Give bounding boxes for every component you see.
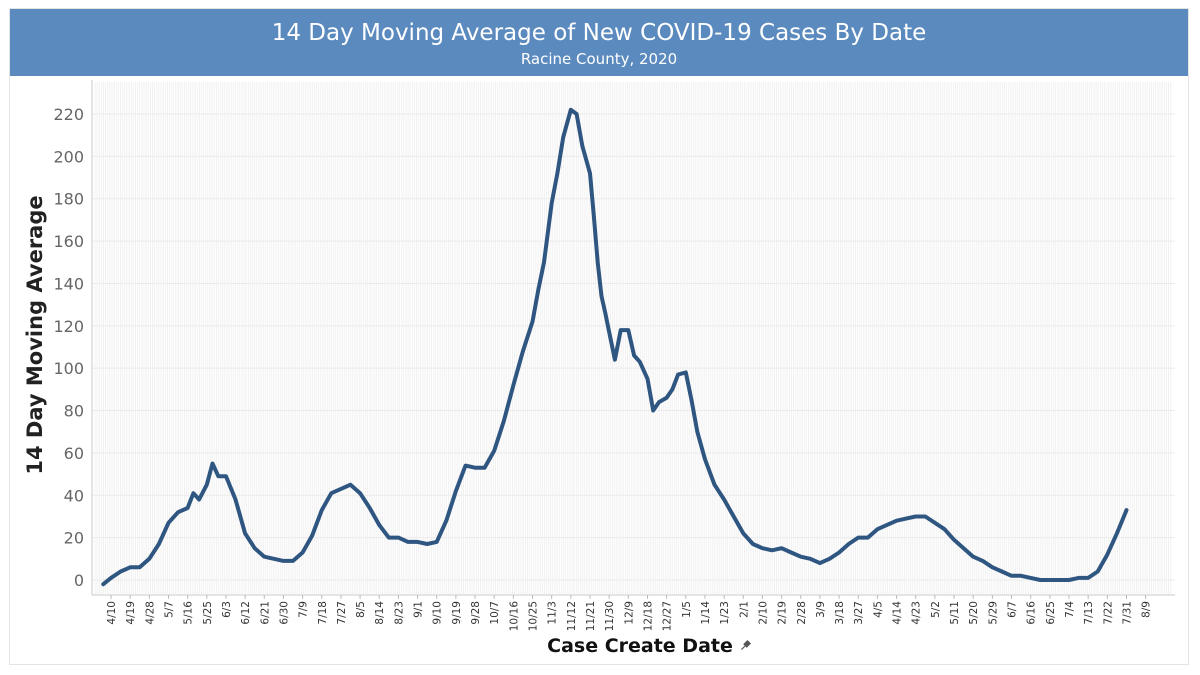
x-tick-label: 8/9 [1141,601,1153,618]
y-tick-label: 200 [53,147,84,166]
x-tick-label: 10/25 [528,601,540,631]
x-tick-label: 9/10 [432,601,444,625]
x-tick-label: 5/16 [183,601,195,625]
x-tick-label: 5/7 [163,601,175,618]
chart-title: 14 Day Moving Average of New COVID-19 Ca… [271,20,927,46]
y-tick-label: 160 [53,232,84,251]
x-tick-label: 11/30 [604,601,616,631]
series-line[interactable] [101,107,1129,587]
pin-icon[interactable] [740,639,752,651]
y-axis-label: 14 Day Moving Average [23,195,47,474]
x-tick-label: 3/9 [815,601,827,618]
x-tick-label: 12/18 [642,601,654,631]
x-tick-labels: 4/10 4/19 4/28 5/7 5/16 5/25 6/3 6/12 6/21 6/30 7/… [106,595,1153,631]
y-tick-label: 100 [53,359,84,378]
x-tick-label: 1/14 [700,601,712,625]
x-tick-label: 7/9 [298,601,310,618]
x-tick-label: 5/25 [202,601,214,625]
chart-header: 14 Day Moving Average of New COVID-19 Ca… [10,9,1188,76]
x-tick-label: 8/14 [374,601,386,625]
y-tick-label: 40 [64,486,84,505]
x-tick-label: 2/19 [777,601,789,625]
gridlines [92,82,1175,594]
x-tick-label: 12/9 [623,601,635,625]
y-tick-label: 220 [53,105,84,124]
x-tick-label: 9/19 [451,601,463,625]
x-tick-label: 11/21 [585,601,597,631]
y-tick-label: 80 [64,402,84,421]
x-tick-label: 8/5 [355,601,367,618]
y-tick-label: 60 [64,444,84,463]
x-tick-label: 7/18 [317,601,329,625]
x-tick-label: 6/12 [240,601,252,625]
x-tick-label: 2/28 [796,601,808,625]
x-tick-label: 2/10 [757,601,769,625]
x-tick-label: 7/22 [1102,601,1114,625]
y-tick-label: 180 [53,190,84,209]
chart-frame [9,8,1189,665]
x-tick-label: 9/28 [470,601,482,625]
x-tick-label: 5/20 [968,601,980,625]
y-tick-label: 120 [53,317,84,336]
x-tick-label: 4/10 [106,601,118,625]
x-tick-label: 3/18 [834,601,846,625]
x-tick-label: 4/5 [872,601,884,618]
y-tick-label: 140 [53,274,84,293]
x-tick-label: 4/14 [892,601,904,625]
x-tick-label: 7/27 [336,601,348,625]
x-tick-label: 5/11 [949,601,961,625]
x-tick-label: 4/19 [125,601,137,625]
x-tick-label: 7/13 [1083,601,1095,625]
x-tick-label: 6/16 [1026,601,1038,625]
x-tick-label: 12/27 [662,601,674,631]
x-tick-label: 6/30 [278,601,290,625]
x-tick-label: 3/27 [853,601,865,625]
x-tick-label: 7/31 [1121,601,1133,625]
y-tick-labels: 0 20 40 60 80 100 120 140 160 180 200 220 [53,105,84,590]
y-tick-label: 20 [64,529,84,548]
x-tick-label: 11/3 [547,601,559,625]
x-tick-label: 4/28 [144,601,156,625]
x-tick-label: 5/2 [930,601,942,618]
x-tick-label: 1/23 [719,601,731,625]
x-tick-label: 7/4 [1064,601,1076,618]
x-tick-label: 6/21 [259,601,271,625]
chart-subtitle: Racine County, 2020 [520,50,678,68]
x-tick-label: 6/3 [221,601,233,618]
x-tick-label: 10/16 [508,601,520,632]
x-tick-label: 6/7 [1007,601,1019,618]
x-tick-label: 5/29 [987,601,999,625]
x-tick-label: 6/25 [1045,601,1057,625]
x-axis-label: Case Create Date [547,635,733,657]
y-tick-label: 0 [74,571,84,590]
x-tick-label: 2/1 [738,601,750,618]
x-tick-label: 8/23 [393,601,405,625]
x-tick-label: 9/1 [413,601,425,618]
x-tick-label: 1/5 [681,601,693,618]
x-tick-label: 10/7 [489,601,501,625]
x-tick-label: 11/12 [566,601,578,631]
x-tick-label: 4/23 [911,601,923,625]
